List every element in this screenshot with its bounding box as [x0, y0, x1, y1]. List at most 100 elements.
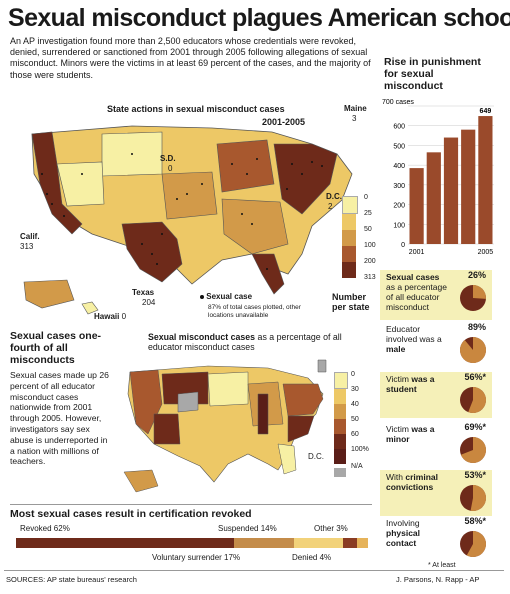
bar-2004: [461, 129, 476, 244]
divider: [10, 504, 372, 505]
map2-dc-label: D.C.: [308, 452, 324, 461]
bar-2001: [409, 168, 424, 244]
legend-swatch: [334, 389, 346, 404]
pie-stat-text: Victim was a student: [386, 374, 435, 394]
side-heading: Sexual cases one-fourth of all misconduc…: [10, 330, 102, 366]
legend-swatch: [334, 372, 348, 389]
map2-maine: [317, 359, 327, 373]
legend-tick: 100%: [351, 446, 369, 453]
us-map-percentage-svg: [123, 359, 327, 493]
map2-southwest: [153, 413, 181, 445]
case-dots: [41, 153, 323, 270]
region-northeast: [273, 143, 338, 215]
pie-chart: [460, 387, 486, 413]
legend-tick: 0: [364, 194, 368, 201]
dot-legend: Sexual case: [200, 292, 252, 301]
label-sd-value: 0: [168, 164, 173, 173]
region-great-lakes: [216, 139, 275, 193]
label-dc: D.C.: [326, 192, 342, 201]
footer-divider: [4, 570, 504, 571]
legend-tick: 40: [351, 401, 359, 408]
revoked-title: Most sexual cases result in certificatio…: [10, 508, 252, 520]
region-california: [31, 131, 83, 235]
x-tick-label: 2005: [478, 249, 494, 256]
bar-2003: [443, 137, 459, 244]
pie-stat-percent: 69%*: [464, 422, 486, 432]
map2-legend: 0 30 40 50 60 100% N/A: [334, 371, 369, 477]
label-sd: S.D.: [160, 154, 176, 163]
label-hawaii: Hawaii 0: [94, 312, 127, 321]
legend-tick: 50: [351, 416, 359, 423]
label-other: Other 3%: [314, 524, 348, 533]
region-florida: [251, 253, 285, 295]
legend-tick: 200: [364, 258, 376, 265]
pie-stat-3: Victim was a minor 69%*: [380, 422, 492, 468]
map2-virginia: [287, 415, 315, 443]
label-denied: Denied 4%: [292, 553, 332, 562]
label-texas: Texas: [132, 288, 155, 297]
region-midwest: [161, 171, 218, 220]
legend-tick: N/A: [351, 463, 363, 470]
segment-suspended: [294, 538, 344, 548]
legend-tick: 30: [351, 386, 359, 393]
legend-tick: 313: [364, 274, 376, 281]
y-tick-label: 400: [393, 163, 405, 170]
percentage-map: D.C.: [118, 354, 332, 502]
label-voluntary: Voluntary surrender 17%: [152, 553, 241, 562]
pie-slice: [460, 437, 486, 463]
revoked-stacked-bar: [16, 538, 368, 548]
pie-slice: [460, 337, 486, 363]
y-tick-label: 700 cases: [382, 99, 414, 106]
dot-note: 87% of total cases plotted, other locati…: [208, 304, 301, 319]
region-texas: [121, 221, 183, 283]
pie-stat-text: Victim was a minor: [386, 424, 435, 444]
legend-swatch: [342, 196, 358, 214]
segment-denied: [343, 538, 358, 548]
map1-years: 2001-2005: [262, 117, 306, 127]
pie-stat-2: Victim was a student 56%*: [380, 372, 492, 418]
map2-plains: [207, 371, 249, 407]
y-tick-label: 200: [393, 203, 405, 210]
page-title: Sexual misconduct plagues American schoo…: [8, 4, 510, 32]
y-tick-label: 300: [393, 183, 405, 190]
map2-northeast: [282, 383, 324, 417]
label-maine: Maine: [344, 104, 367, 113]
pie-stat-text: Educator involved was a male: [386, 324, 442, 354]
pie-stat-text: Sexual cases as a percentage of all educ…: [386, 272, 447, 312]
map2-illinois: [257, 393, 269, 435]
legend-tick: 100: [364, 242, 376, 249]
pie-slice: [470, 485, 486, 511]
intro-text: An AP investigation found more than 2,50…: [10, 36, 371, 80]
x-tick-label: 2001: [409, 249, 425, 256]
legend-swatch: [334, 434, 346, 449]
region-southeast: [221, 198, 289, 255]
map1-legend: 0 25 50 100 200 313: [342, 194, 376, 286]
legend-swatch: [342, 214, 356, 230]
bar-2005: [478, 116, 493, 244]
pie-chart: [460, 485, 486, 511]
pie-slice: [473, 285, 486, 299]
bar-2002: [426, 152, 441, 244]
map2-title: Sexual misconduct cases as a percentage …: [148, 332, 342, 352]
us-map-svg: [23, 125, 353, 315]
pie-chart: [460, 531, 486, 557]
pie-stat-percent: 56%*: [464, 372, 486, 382]
at-least-note: * At least: [428, 562, 456, 569]
map2-florida: [277, 443, 297, 475]
legend-swatch: [342, 262, 356, 278]
pie-chart: [460, 337, 486, 363]
label-calif: Calif.: [20, 232, 40, 241]
pie-chart: [460, 285, 486, 311]
legend-tick: 0: [351, 371, 355, 378]
map1-title: State actions in sexual misconduct cases: [107, 104, 285, 114]
segment-other: [357, 538, 368, 548]
pie-stat-percent: 26%: [467, 270, 486, 280]
bar-data-label: 649: [480, 108, 492, 115]
label-suspended: Suspended 14%: [218, 524, 277, 533]
pie-stat-percent: 58%*: [464, 516, 486, 526]
pie-stat-1: Educator involved was a male 89%: [380, 322, 492, 368]
pie-slice: [468, 387, 486, 413]
footer-credit: J. Parsons, N. Rapp - AP: [396, 575, 480, 584]
punishment-bar-chart: 700 cases 600 500 400 300 200 100 0 2001 2005 649: [382, 99, 494, 256]
legend-swatch: [342, 246, 356, 262]
